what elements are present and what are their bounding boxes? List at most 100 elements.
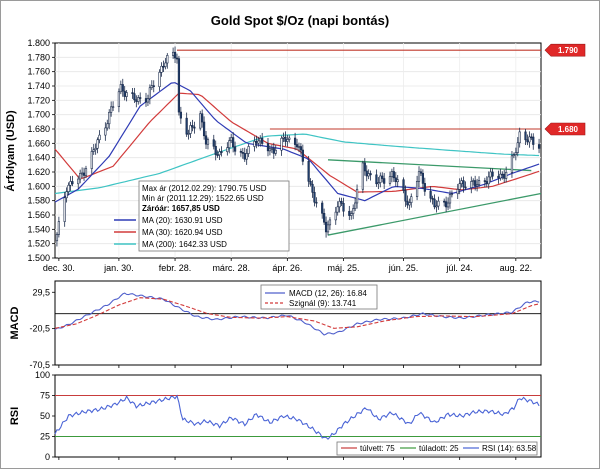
rsi-y-tick-label: 25 [40,432,50,442]
candle-up [80,172,84,175]
candle-up [456,189,459,195]
candle-down [191,125,194,128]
candle-up [228,140,231,148]
trendline [327,192,542,236]
candle-up [448,193,452,204]
candle-down [526,139,529,143]
rsi-legend-oversold: túladott: 25 [419,444,459,453]
candle-up [282,136,285,139]
candle-up [110,106,113,113]
price-y-tick-label: 1.680 [27,124,50,134]
candle-up [166,55,169,64]
candle-up [297,146,301,148]
candle-down [241,152,244,154]
candle-up [417,171,421,182]
price-y-tick-label: 1.700 [27,110,50,120]
rsi-legend-rsi: RSI (14): 63.58 [482,444,537,453]
candle-down [152,85,155,88]
trendline [327,159,532,172]
rsi-line [54,394,540,440]
candle-up [92,149,95,152]
candle-down [369,173,372,176]
candle-up [106,123,109,129]
ma200-line [54,133,540,195]
trendlines [327,159,542,236]
candle-down [392,171,395,179]
candle-down [462,180,465,188]
price-x-tick-label: ápr. 26. [272,263,302,273]
candle-down [443,200,446,203]
macd-legend: MACD (12, 26): 16.84 Szignál (9): 13.741 [260,284,378,310]
candle-up [148,87,151,99]
macd-line [54,292,540,336]
candle-up [111,106,115,109]
candle-up [410,196,413,203]
candle-up [160,65,163,73]
candle-down [220,151,223,153]
candle-down [295,144,299,148]
candle-up [354,202,357,209]
info-close: Záróár: 1657,85 USD [142,204,220,213]
resistance-lines [176,49,541,130]
candle-up [350,213,353,216]
price-y-tick-label: 1.660 [27,138,50,148]
candle-up [187,133,190,135]
candle-up [57,221,60,235]
candle-up [352,208,355,214]
candle-down [404,190,407,202]
candle-down [530,136,533,139]
candle-up [146,98,150,103]
price-tag-background [544,122,586,136]
candle-up [326,224,330,233]
info-box-background [138,180,290,252]
price-y-tick-label: 1.560 [27,210,50,220]
candle-down [503,173,506,179]
candle-down [121,84,124,92]
candle-up [499,173,502,179]
candle-up [230,137,233,141]
price-x-tick-label: jan. 30. [103,263,134,273]
candle-down [232,137,235,148]
price-x-tick-label: márc. 28. [212,263,250,273]
candle-down [299,146,303,151]
price-x-tick-label: aug. 22. [500,263,533,273]
rsi-y-ticks: 100 75 50 25 0 [35,370,55,462]
candle-down [532,136,535,145]
macd-y-tick-label: -70,5 [29,360,50,370]
candle-up [390,171,394,177]
candle-down [323,213,326,223]
candle-up [253,141,256,147]
candle-down [139,97,142,99]
candle-down [483,180,486,182]
candle-up [512,154,516,157]
candle-up [270,148,273,150]
candle-down [431,197,434,200]
candle-up [379,175,382,183]
price-y-tick-label: 1.780 [27,52,50,62]
candle-up [150,85,153,89]
candle-down [216,154,219,156]
candle-down [135,99,138,102]
candle-down [340,201,343,204]
candle-down [233,146,237,152]
candle-up [338,201,341,208]
candle-up [164,62,167,67]
info-max: Max ár (2012.02.29): 1790.75 USD [142,184,267,193]
candle-up [189,125,192,134]
rsi-y-axis-title: RSI [9,407,21,425]
candle-down [162,65,165,68]
candle-down [307,161,310,182]
candle-down [324,221,328,233]
candle-up [274,149,277,154]
price-tag-background [544,43,586,57]
candle-up [288,137,291,140]
candle-down [131,92,134,94]
candle-down [342,203,345,212]
macd-y-tick-label: -20,5 [29,324,50,334]
candle-up [119,84,122,93]
price-y-tick-label: 1.520 [27,239,50,249]
signal-line [54,297,540,329]
macd-panel: 29,5 -20,5 -70,5 MACD MACD (12, 26): 16.84… [9,280,542,370]
candle-down [485,181,488,185]
